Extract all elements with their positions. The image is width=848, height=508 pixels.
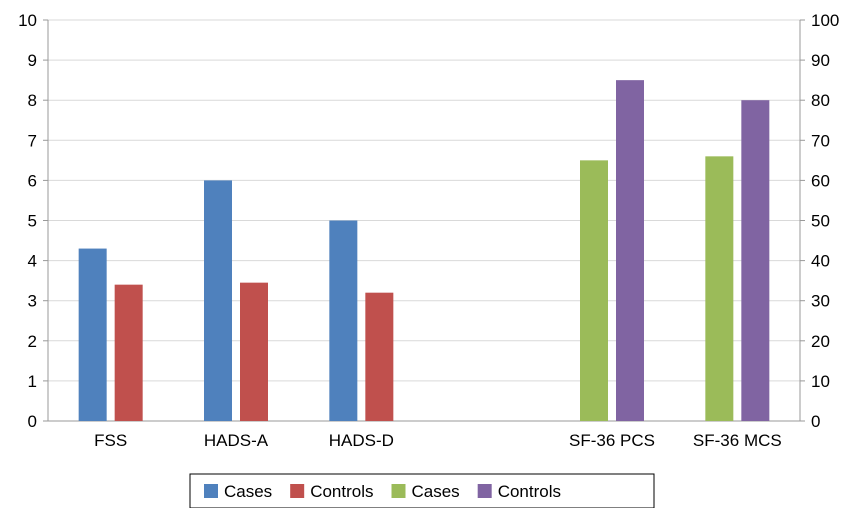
left-tick-label: 7	[28, 131, 37, 150]
right-axis: 0 10 20 30 40 50 60 70 80 90 100	[799, 11, 839, 431]
right-tick-label: 100	[811, 11, 839, 30]
legend-box	[189, 473, 655, 508]
category-label: FSS	[94, 431, 127, 450]
legend-label: Controls	[310, 482, 373, 501]
left-tick-label: 0	[28, 412, 37, 431]
bar-hads-d-controls	[365, 292, 394, 421]
legend: Cases Controls Cases Controls	[189, 473, 655, 508]
right-tick-label: 10	[811, 372, 830, 391]
bars	[78, 80, 770, 422]
category-label: HADS-D	[329, 431, 394, 450]
left-tick-label: 5	[28, 212, 37, 231]
left-axis: 0 1 2 3 4 5 6 7 8 9 10	[18, 11, 49, 431]
right-tick-label: 60	[811, 171, 830, 190]
right-tick-label: 40	[811, 252, 830, 271]
right-tick-label: 70	[811, 131, 830, 150]
legend-label: Cases	[412, 482, 460, 501]
left-tick-label: 6	[28, 171, 37, 190]
legend-label: Cases	[224, 482, 272, 501]
legend-swatch	[290, 484, 305, 498]
legend-swatch	[477, 484, 492, 498]
left-tick-label: 2	[28, 332, 37, 351]
bar-sf-36-mcs-controls	[741, 100, 770, 421]
right-tick-label: 90	[811, 51, 830, 70]
left-tick-label: 9	[28, 51, 37, 70]
bar-hads-a-controls	[240, 282, 268, 421]
bar-fss-cases	[78, 248, 107, 421]
right-tick-label: 0	[811, 412, 820, 431]
legend-swatch	[204, 484, 218, 498]
category-label: SF-36 MCS	[693, 431, 782, 450]
right-tick-label: 30	[811, 292, 830, 311]
left-tick-label: 8	[28, 91, 37, 110]
right-tick-label: 50	[811, 212, 830, 231]
bar-hads-d-cases	[329, 220, 358, 421]
category-label: HADS-A	[204, 431, 269, 450]
bar-sf-36-pcs-controls	[616, 80, 644, 422]
left-tick-label: 1	[28, 372, 37, 391]
category-label: SF-36 PCS	[569, 431, 655, 450]
legend-label: Controls	[498, 482, 561, 501]
bar-sf-36-mcs-cases	[705, 156, 734, 421]
bar-fss-controls	[114, 284, 143, 421]
legend-swatch	[391, 484, 406, 498]
right-tick-label: 20	[811, 332, 830, 351]
left-tick-label: 10	[18, 11, 37, 30]
right-tick-label: 80	[811, 91, 830, 110]
category-labels: FSS HADS-A HADS-D SF-36 PCS SF-36 MCS	[94, 431, 782, 450]
gridlines	[48, 19, 800, 422]
bar-hads-a-cases	[204, 180, 232, 421]
left-tick-label: 3	[28, 292, 37, 311]
left-tick-label: 4	[28, 252, 37, 271]
bar-sf-36-pcs-cases	[580, 160, 608, 421]
